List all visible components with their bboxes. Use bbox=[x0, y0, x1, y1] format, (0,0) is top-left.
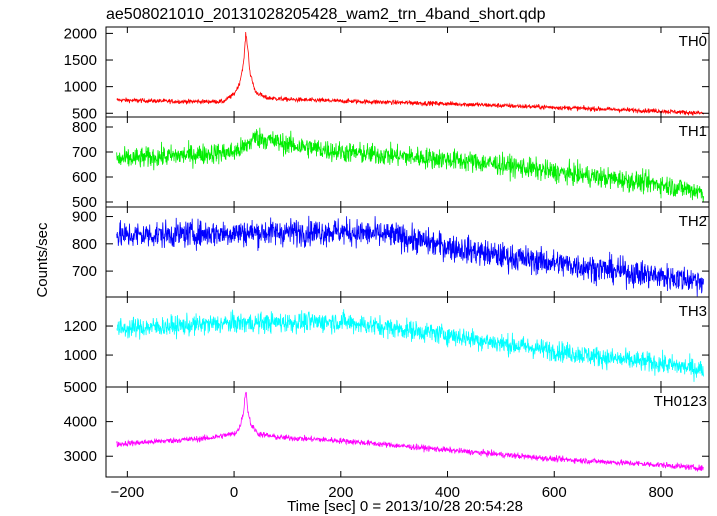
y-tick-label: 700 bbox=[72, 263, 97, 280]
y-tick-label: 3000 bbox=[64, 448, 97, 465]
series-line-th0123 bbox=[116, 391, 704, 472]
y-tick-label: 700 bbox=[72, 144, 97, 161]
panel-frame bbox=[105, 386, 710, 478]
chart-title: ae508021010_20131028205428_wam2_trn_4ban… bbox=[106, 6, 546, 23]
y-axis-label: Counts/sec bbox=[34, 222, 51, 298]
series-line-th1 bbox=[116, 127, 704, 203]
x-tick-label: 600 bbox=[542, 484, 567, 501]
y-tick-label: 1000 bbox=[64, 79, 97, 96]
series-line-th3 bbox=[116, 309, 704, 382]
y-tick-label: 600 bbox=[72, 169, 97, 186]
series-label-th0: TH0 bbox=[679, 33, 707, 50]
panel-th1: 500 600 700 800 TH1 bbox=[72, 116, 710, 211]
y-tick-label: 5000 bbox=[64, 379, 97, 396]
series-line-th2 bbox=[116, 215, 704, 297]
x-tick-label: 800 bbox=[648, 484, 673, 501]
series-label-th3: TH3 bbox=[679, 303, 707, 320]
y-tick-label: 900 bbox=[72, 209, 97, 226]
panel-th3: 1000 1200 TH3 bbox=[64, 296, 710, 388]
x-axis-label: Time [sec] 0 = 2013/10/28 20:54:28 bbox=[287, 498, 523, 515]
y-tick-label: 2000 bbox=[64, 25, 97, 42]
series-label-th0123: TH0123 bbox=[654, 393, 707, 410]
x-tick-label: 400 bbox=[435, 484, 460, 501]
panel-frame bbox=[105, 296, 710, 388]
y-tick-label: 1500 bbox=[64, 52, 97, 69]
panels: 500 1000 1500 2000 TH0 500 600 700 800 TH1 700 800 9… bbox=[64, 25, 710, 478]
x-tick-label: −200 bbox=[110, 484, 144, 501]
panel-th2: 700 800 900 TH2 bbox=[72, 206, 710, 298]
y-tick-label: 500 bbox=[72, 105, 97, 122]
y-tick-label: 1200 bbox=[64, 318, 97, 335]
series-label-th2: TH2 bbox=[679, 213, 707, 230]
panel-th0: 500 1000 1500 2000 TH0 bbox=[64, 25, 710, 122]
y-tick-label: 4000 bbox=[64, 414, 97, 431]
x-tick-label: 0 bbox=[230, 484, 238, 501]
y-tick-label: 500 bbox=[72, 194, 97, 211]
panel-frame bbox=[105, 116, 710, 208]
series-label-th1: TH1 bbox=[679, 123, 707, 140]
y-tick-label: 800 bbox=[72, 119, 97, 136]
x-axis: −200 0 200 400 600 800 bbox=[110, 484, 673, 501]
x-tick-label: 200 bbox=[328, 484, 353, 501]
y-tick-label: 1000 bbox=[64, 347, 97, 364]
series-line-th0 bbox=[116, 31, 704, 116]
panel-th0123: 3000 4000 5000 TH0123 bbox=[64, 379, 710, 478]
y-tick-label: 800 bbox=[72, 236, 97, 253]
